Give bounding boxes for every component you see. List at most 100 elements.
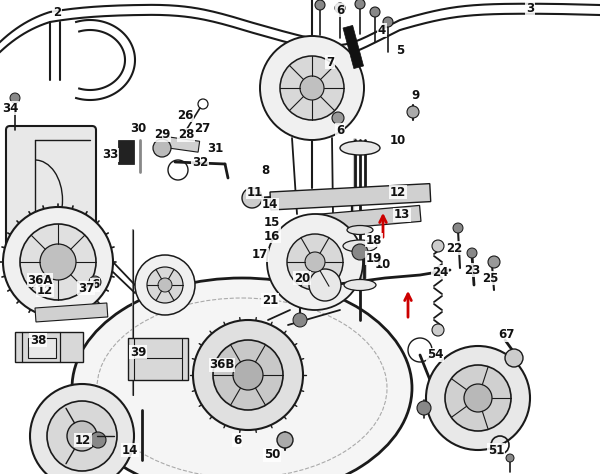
- Circle shape: [464, 384, 492, 412]
- Circle shape: [213, 340, 283, 410]
- Circle shape: [280, 56, 344, 120]
- Circle shape: [3, 207, 113, 317]
- FancyBboxPatch shape: [6, 126, 96, 279]
- Text: 31: 31: [207, 142, 223, 155]
- Ellipse shape: [340, 141, 380, 155]
- Text: 54: 54: [427, 348, 443, 362]
- Circle shape: [505, 349, 523, 367]
- Text: 18: 18: [366, 234, 382, 246]
- Circle shape: [506, 454, 514, 462]
- Text: 34: 34: [2, 101, 18, 115]
- Text: 25: 25: [482, 272, 498, 284]
- Bar: [28, 338, 56, 358]
- Circle shape: [67, 421, 97, 451]
- Circle shape: [267, 214, 363, 310]
- Circle shape: [30, 384, 134, 474]
- Text: 21: 21: [262, 293, 278, 307]
- Text: 9: 9: [411, 89, 419, 101]
- Circle shape: [426, 346, 530, 450]
- Circle shape: [135, 255, 195, 315]
- Text: 20: 20: [294, 272, 310, 284]
- Bar: [310, 205, 421, 231]
- Text: 32: 32: [192, 155, 208, 168]
- Circle shape: [335, 3, 345, 13]
- Text: 8: 8: [261, 164, 269, 176]
- Text: 67: 67: [498, 328, 514, 341]
- Circle shape: [89, 276, 101, 288]
- Text: 16: 16: [264, 229, 280, 243]
- Circle shape: [432, 324, 444, 336]
- Circle shape: [158, 278, 172, 292]
- Text: 11: 11: [247, 185, 263, 199]
- Circle shape: [453, 223, 463, 233]
- Text: 12: 12: [75, 434, 91, 447]
- Circle shape: [445, 365, 511, 431]
- Circle shape: [40, 244, 76, 280]
- Text: 27: 27: [194, 121, 210, 135]
- Bar: [270, 183, 431, 210]
- Circle shape: [407, 106, 419, 118]
- Text: 10: 10: [390, 134, 406, 146]
- Ellipse shape: [72, 278, 412, 474]
- Text: 17: 17: [252, 248, 268, 262]
- Circle shape: [309, 269, 341, 301]
- Text: 22: 22: [446, 241, 462, 255]
- Text: 30: 30: [130, 121, 146, 135]
- Bar: [160, 136, 200, 152]
- Circle shape: [293, 313, 307, 327]
- Text: 14: 14: [262, 199, 278, 211]
- Ellipse shape: [347, 226, 373, 235]
- Circle shape: [193, 320, 303, 430]
- Text: 2: 2: [53, 6, 61, 18]
- Text: 7: 7: [326, 55, 334, 69]
- Text: 12: 12: [390, 185, 406, 199]
- Circle shape: [47, 401, 117, 471]
- Bar: [15, 332, 83, 362]
- Text: 23: 23: [464, 264, 480, 276]
- Text: 50: 50: [264, 448, 280, 462]
- Text: 4: 4: [378, 24, 386, 36]
- Text: 12: 12: [37, 283, 53, 297]
- Ellipse shape: [343, 240, 377, 252]
- Circle shape: [370, 7, 380, 17]
- Text: 6: 6: [233, 434, 241, 447]
- Text: 6: 6: [336, 3, 344, 17]
- Text: 28: 28: [178, 128, 194, 142]
- Circle shape: [315, 0, 325, 10]
- Text: 39: 39: [130, 346, 146, 358]
- Text: 10: 10: [375, 258, 391, 272]
- Text: 37: 37: [78, 282, 94, 294]
- Bar: [343, 26, 364, 69]
- Circle shape: [242, 188, 262, 208]
- Circle shape: [300, 76, 324, 100]
- Text: 36A: 36A: [27, 273, 53, 286]
- Circle shape: [488, 256, 500, 268]
- Text: 6: 6: [91, 279, 99, 292]
- Circle shape: [305, 252, 325, 272]
- Text: 38: 38: [30, 334, 46, 346]
- Text: 33: 33: [102, 148, 118, 162]
- Circle shape: [417, 401, 431, 415]
- Circle shape: [352, 244, 368, 260]
- Circle shape: [10, 93, 20, 103]
- Circle shape: [90, 432, 106, 448]
- Circle shape: [467, 248, 477, 258]
- Circle shape: [287, 234, 343, 290]
- Text: 5: 5: [396, 44, 404, 56]
- Text: 19: 19: [366, 252, 382, 264]
- Circle shape: [355, 0, 365, 9]
- Circle shape: [153, 139, 171, 157]
- Text: 13: 13: [394, 209, 410, 221]
- Bar: [128, 338, 188, 380]
- Text: 29: 29: [154, 128, 170, 142]
- Text: 26: 26: [177, 109, 193, 121]
- Circle shape: [432, 240, 444, 252]
- Circle shape: [233, 360, 263, 390]
- Text: 51: 51: [488, 444, 504, 456]
- Circle shape: [332, 112, 344, 124]
- Text: 14: 14: [122, 444, 138, 456]
- Circle shape: [147, 267, 183, 303]
- Text: 15: 15: [264, 216, 280, 228]
- Circle shape: [383, 17, 393, 27]
- Circle shape: [20, 224, 96, 300]
